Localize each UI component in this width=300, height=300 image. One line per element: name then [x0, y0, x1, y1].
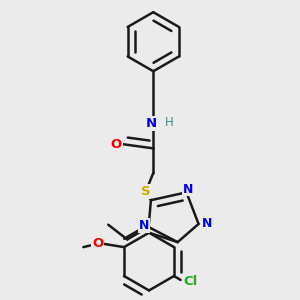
- Text: N: N: [183, 182, 193, 196]
- Text: Cl: Cl: [183, 275, 198, 288]
- Text: N: N: [146, 117, 157, 130]
- Text: O: O: [92, 237, 103, 250]
- Text: O: O: [111, 138, 122, 151]
- Text: N: N: [202, 218, 212, 230]
- Text: N: N: [139, 219, 149, 232]
- Text: H: H: [165, 116, 173, 129]
- Text: S: S: [141, 185, 151, 198]
